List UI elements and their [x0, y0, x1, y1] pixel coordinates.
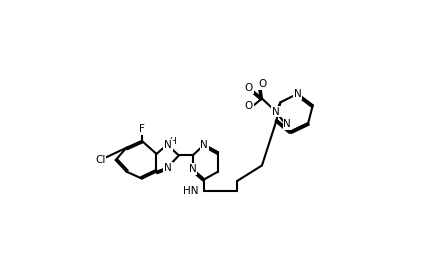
- Text: O: O: [259, 79, 267, 89]
- Text: HN: HN: [183, 186, 198, 196]
- Text: O: O: [245, 83, 253, 93]
- Text: N: N: [200, 140, 208, 150]
- Text: N: N: [293, 89, 301, 99]
- Text: N: N: [284, 119, 291, 129]
- Text: F: F: [139, 124, 145, 134]
- Text: Cl: Cl: [95, 155, 106, 165]
- Text: N: N: [164, 140, 172, 150]
- Text: N: N: [164, 163, 172, 173]
- Text: H: H: [169, 137, 176, 146]
- Text: N: N: [272, 106, 280, 116]
- Text: O: O: [245, 101, 253, 111]
- Text: N: N: [189, 164, 197, 174]
